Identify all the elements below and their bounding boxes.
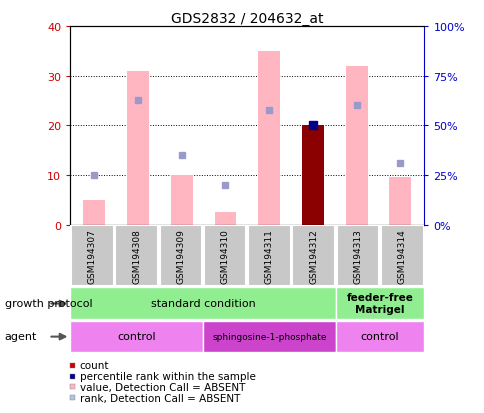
Bar [336,226,378,287]
Text: GSM194314: GSM194314 [397,229,406,283]
Text: rank, Detection Call = ABSENT: rank, Detection Call = ABSENT [80,393,240,403]
Text: control: control [117,332,156,342]
Text: GSM194312: GSM194312 [309,229,318,283]
Bar [127,71,149,225]
Bar [214,213,236,225]
Bar [70,321,203,352]
Bar [380,226,423,287]
Bar [258,52,280,225]
Text: GSM194311: GSM194311 [264,229,273,283]
Text: value, Detection Call = ABSENT: value, Detection Call = ABSENT [80,382,245,392]
Bar [335,288,424,319]
Text: agent: agent [5,332,37,342]
Bar [248,226,290,287]
Bar [70,288,335,319]
Text: GSM194307: GSM194307 [88,229,97,283]
Text: GSM194310: GSM194310 [220,229,229,283]
Text: GSM194309: GSM194309 [176,229,185,283]
Bar [389,178,410,225]
Bar [83,200,105,225]
Bar [204,226,246,287]
Text: count: count [80,361,109,370]
Bar [335,321,424,352]
Bar [115,226,158,287]
Text: growth protocol: growth protocol [5,299,92,309]
Bar [302,126,323,225]
Bar [292,226,334,287]
Text: standard condition: standard condition [151,299,255,309]
Bar [345,66,367,225]
Bar [203,321,335,352]
Bar [159,226,202,287]
Bar [71,226,113,287]
Text: percentile rank within the sample: percentile rank within the sample [80,371,255,381]
Text: GSM194308: GSM194308 [132,229,141,283]
Text: feeder-free
Matrigel: feeder-free Matrigel [346,293,413,314]
Bar [170,176,192,225]
Text: sphingosine-1-phosphate: sphingosine-1-phosphate [212,332,326,341]
Text: control: control [360,332,399,342]
Text: GSM194313: GSM194313 [353,229,362,283]
Title: GDS2832 / 204632_at: GDS2832 / 204632_at [171,12,323,26]
